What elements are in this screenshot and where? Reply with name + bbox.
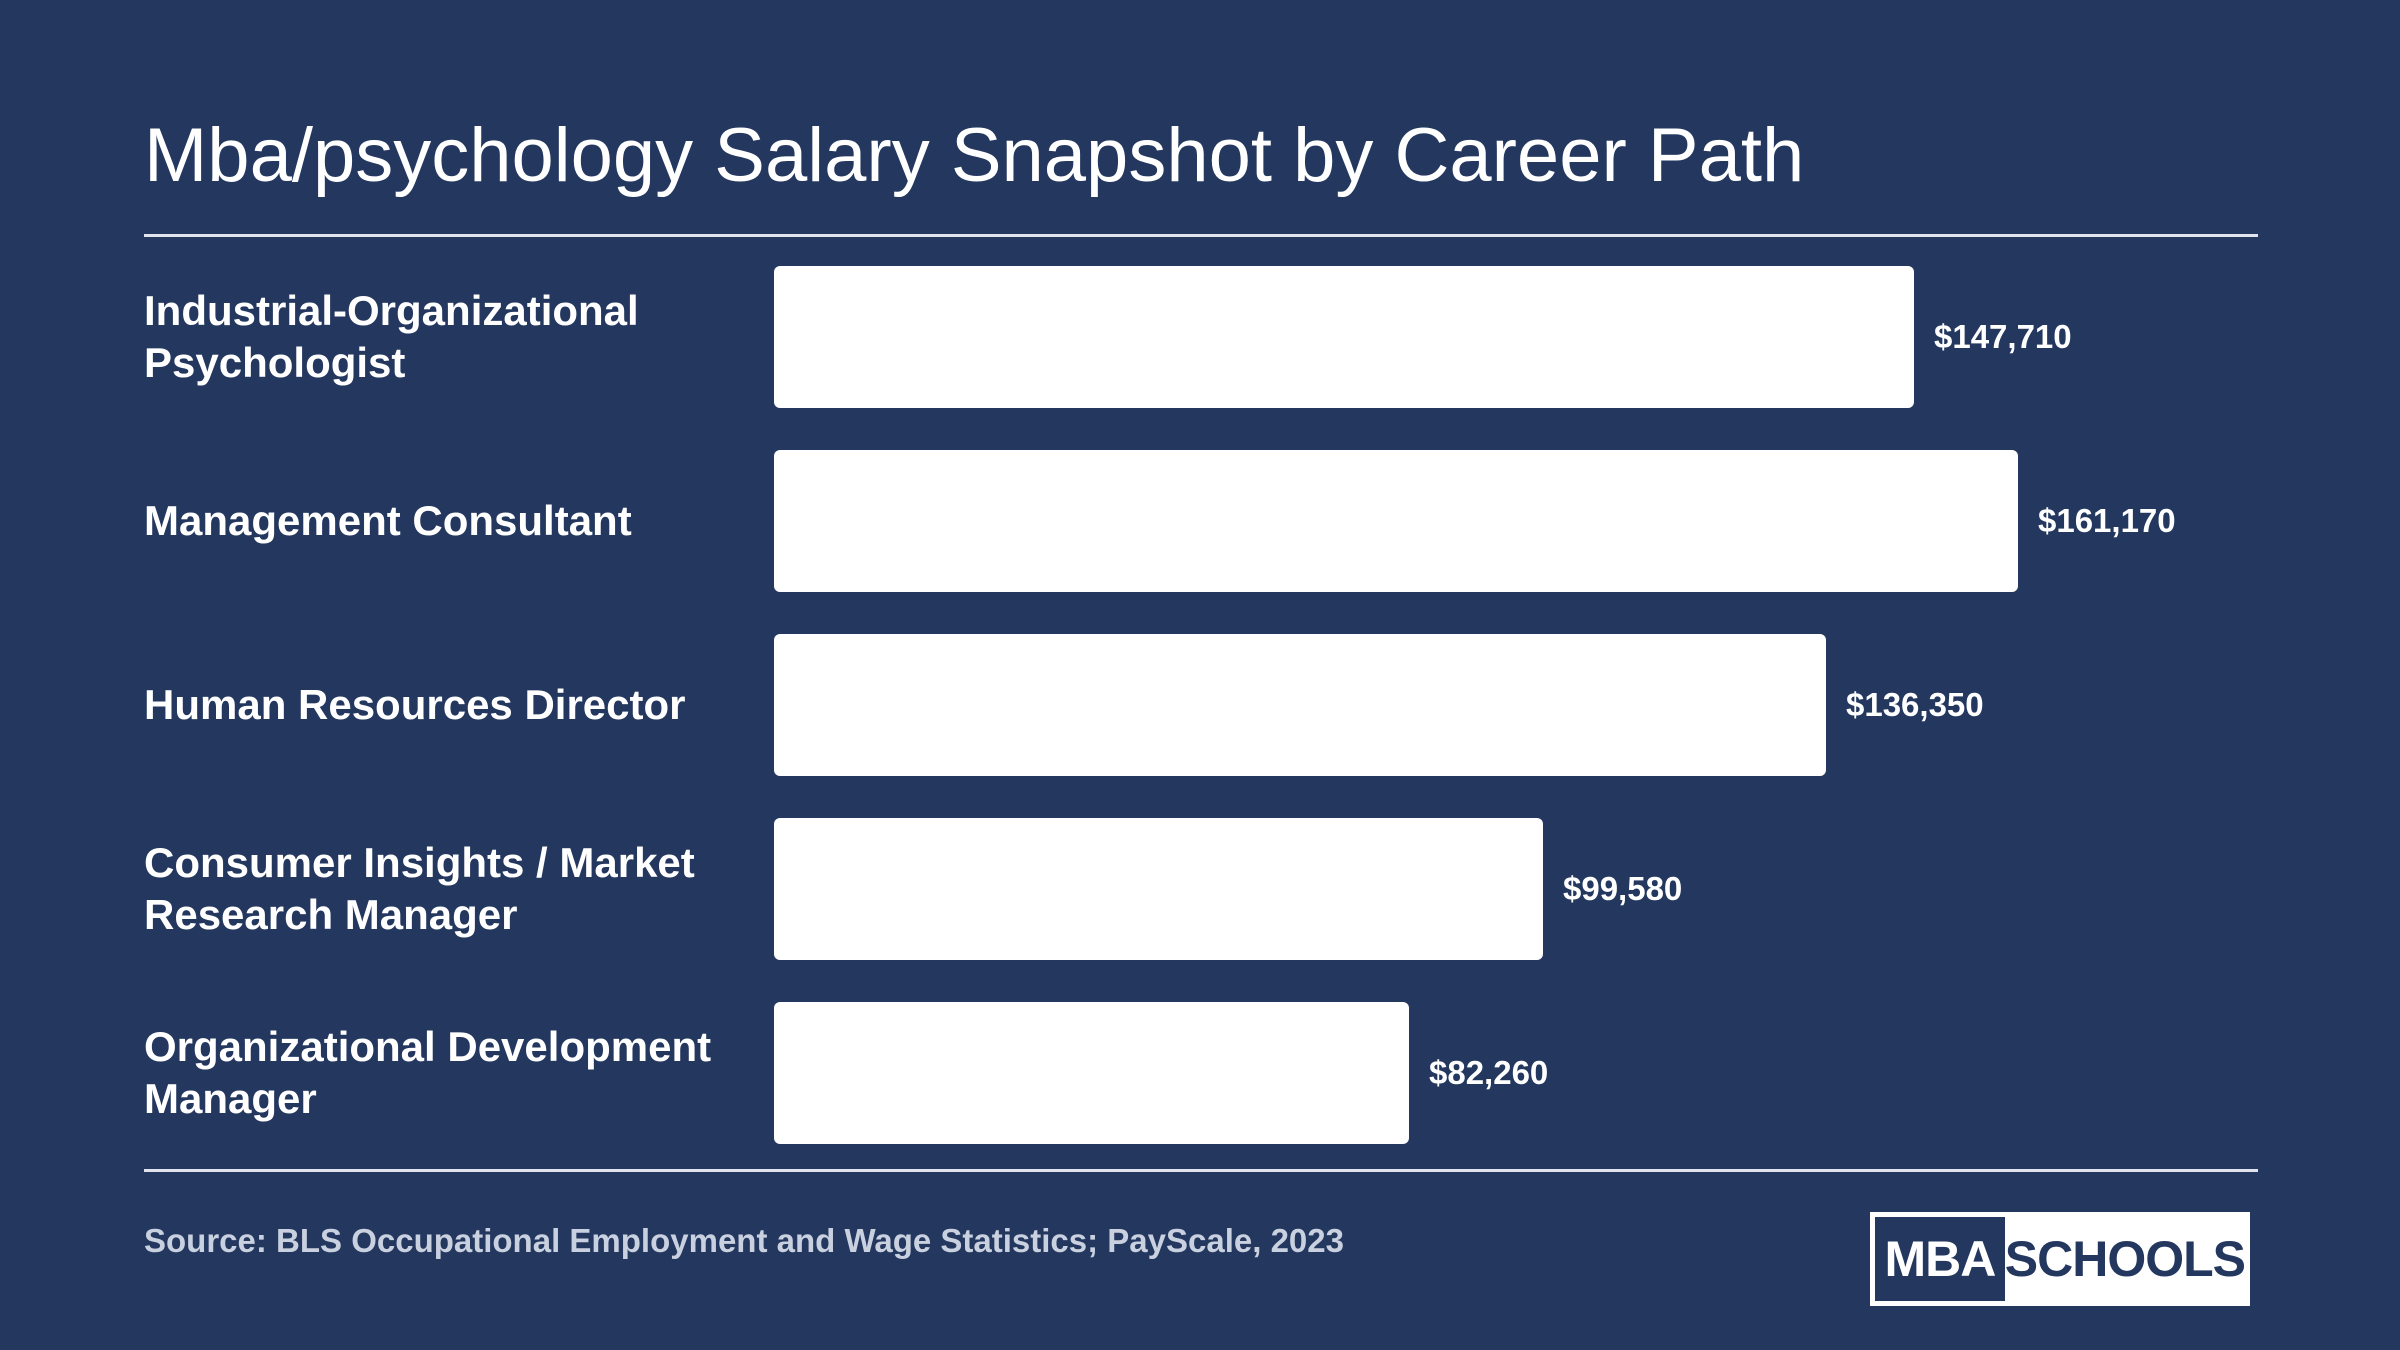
bar <box>774 818 1543 960</box>
category-label: Industrial-Organizational Psychologist <box>144 287 639 386</box>
value-label: $99,580 <box>1563 870 1683 907</box>
value-label: $161,170 <box>2038 502 2176 539</box>
bar <box>774 634 1826 776</box>
logo-mba-text: MBA <box>1875 1217 2005 1301</box>
value-label: $147,710 <box>1934 318 2072 355</box>
value-label: $82,260 <box>1429 1054 1549 1091</box>
category-label: Consumer Insights / Market Research Mana… <box>144 839 695 938</box>
category-label: Human Resources Director <box>144 681 686 728</box>
title-divider <box>144 234 2258 237</box>
chart-title: Mba/psychology Salary Snapshot by Career… <box>144 113 1805 198</box>
footer-divider <box>144 1169 2258 1172</box>
source-note: Source: BLS Occupational Employment and … <box>144 1222 1344 1259</box>
bar <box>774 1002 1409 1144</box>
category-label: Organizational Development Manager <box>144 1023 712 1122</box>
logo-schools-text: SCHOOLS <box>2004 1231 2246 1287</box>
mba-schools-logo: MBA SCHOOLS <box>1870 1212 2250 1306</box>
bar <box>774 266 1914 408</box>
value-label: $136,350 <box>1846 686 1984 723</box>
category-label: Management Consultant <box>144 497 632 544</box>
bar <box>774 450 2018 592</box>
